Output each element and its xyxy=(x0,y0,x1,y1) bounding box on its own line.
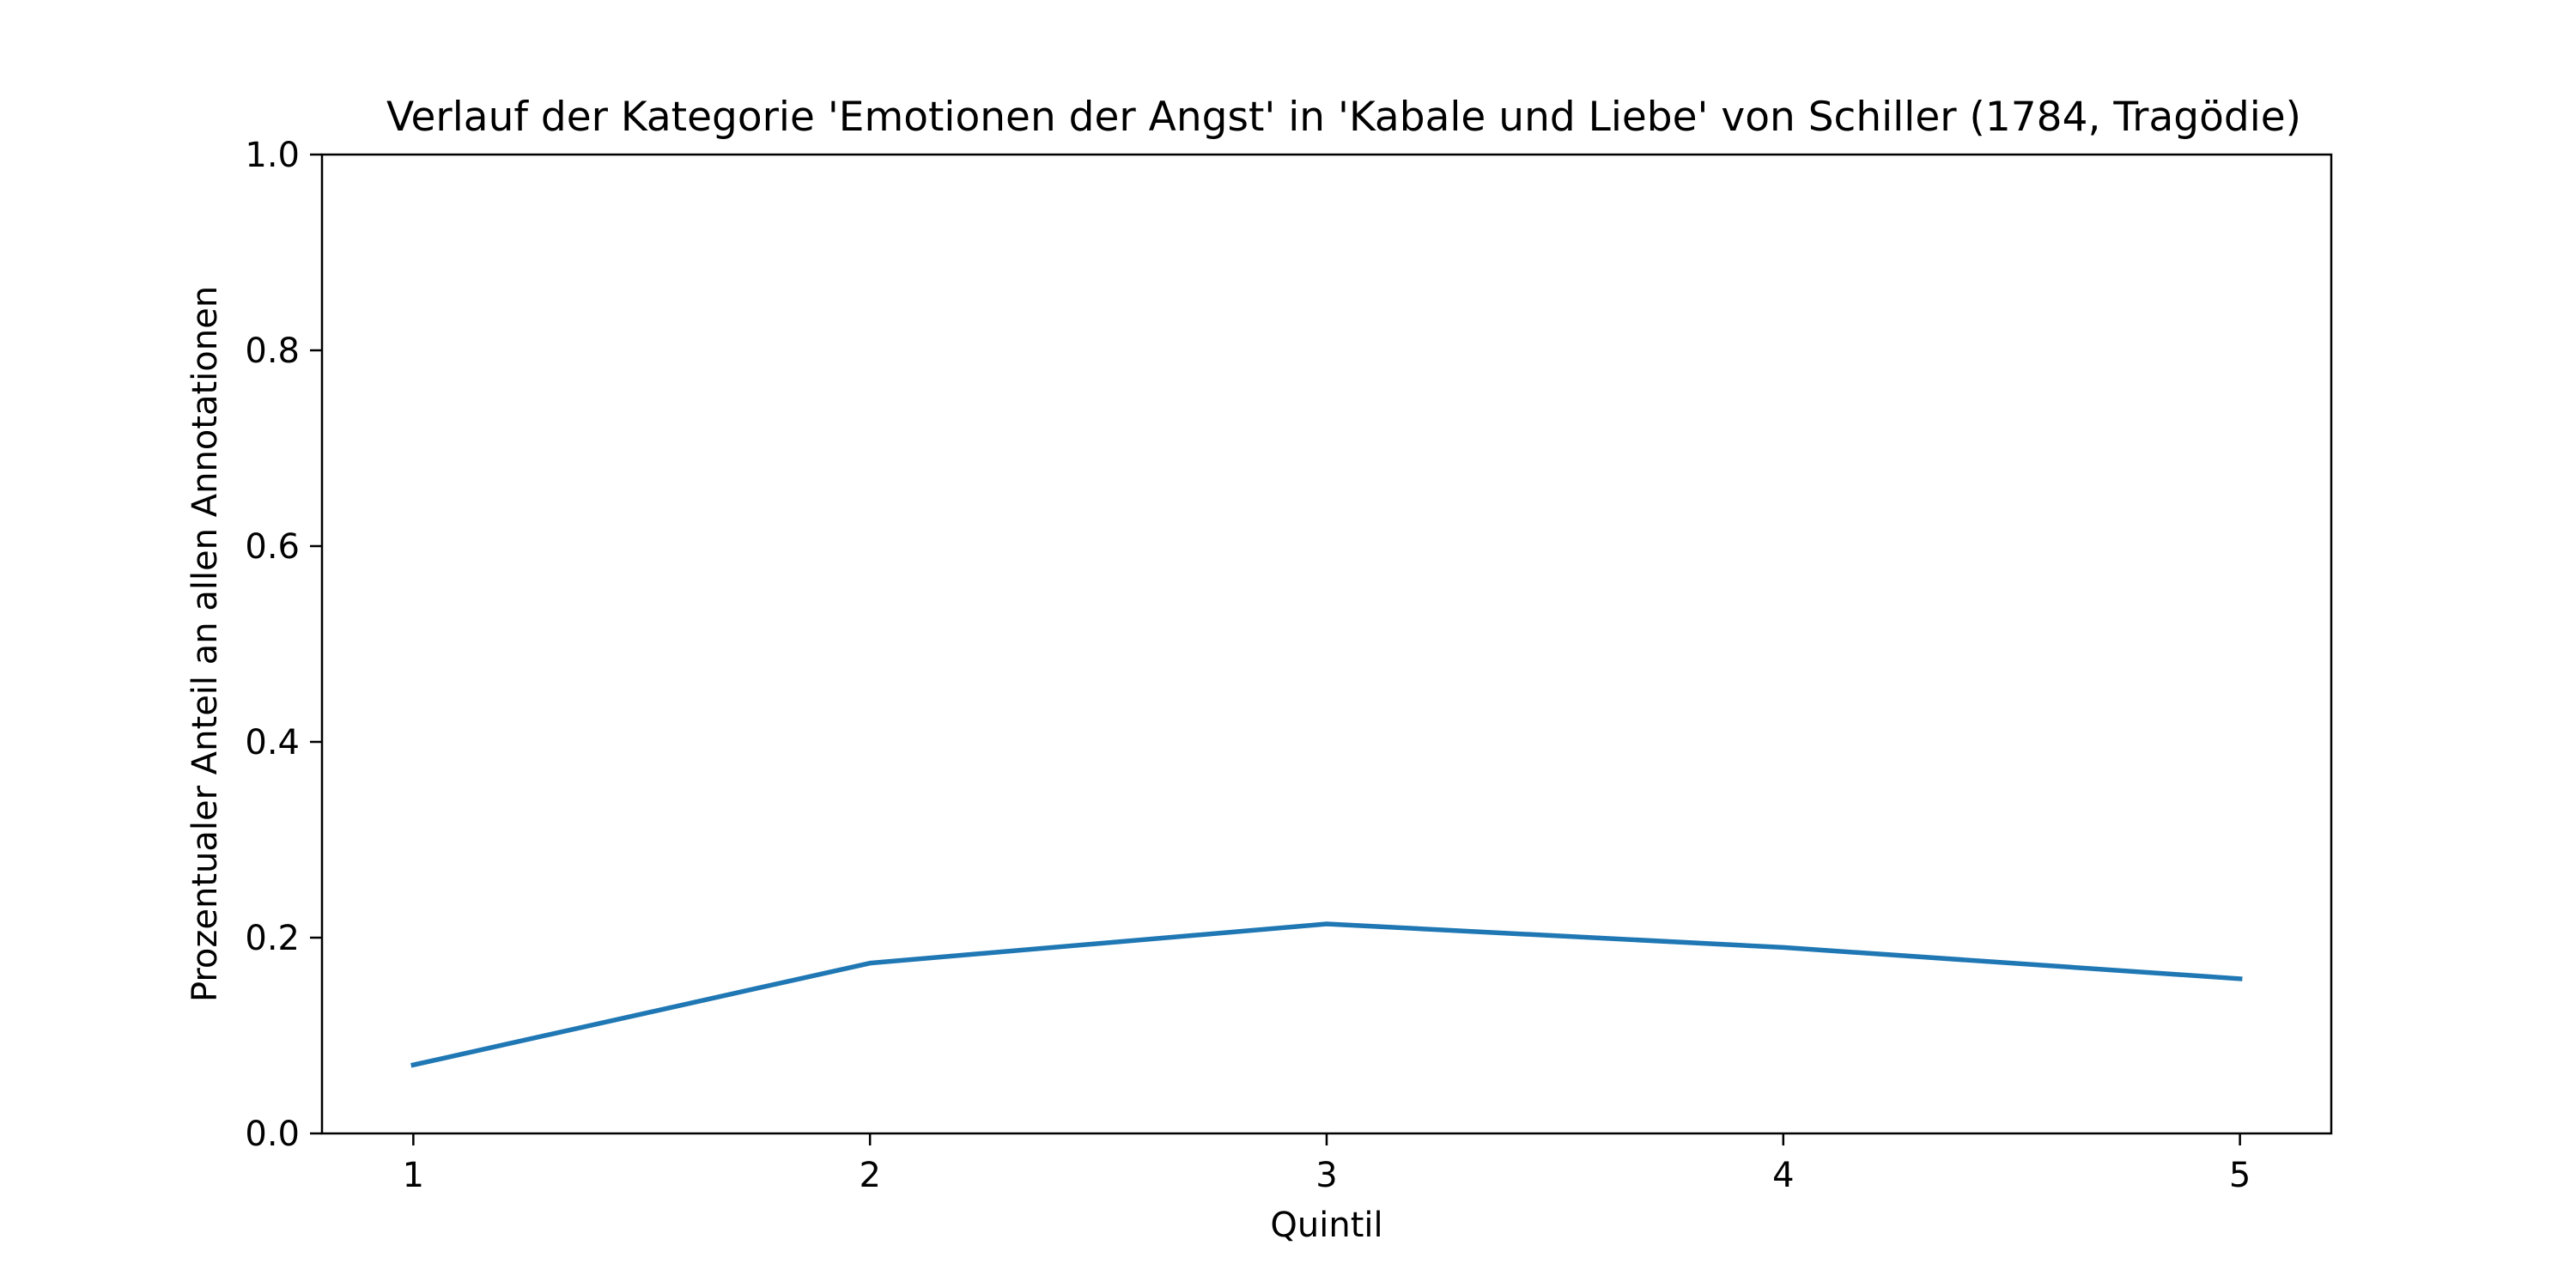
y-axis-ticks: 0.0 0.2 0.4 0.6 0.8 1.0 xyxy=(245,136,322,1154)
series-layer xyxy=(410,921,2243,1068)
y-tick-label: 1.0 xyxy=(245,136,300,175)
y-tick-label: 0.8 xyxy=(245,331,300,371)
x-tick-label: 5 xyxy=(2229,1156,2251,1195)
plot-area-frame xyxy=(320,153,2333,1135)
y-tick-label: 0.4 xyxy=(245,723,300,762)
y-tick-label: 0.2 xyxy=(245,919,300,958)
y-axis-label: Prozentualer Anteil an allen Annotatione… xyxy=(185,286,225,1002)
x-axis-ticks: 1 2 3 4 5 xyxy=(403,1133,2251,1195)
chart-title: Verlauf der Kategorie 'Emotionen der Ang… xyxy=(386,94,2301,141)
x-tick-label: 4 xyxy=(1772,1156,1794,1195)
x-axis-label: Quintil xyxy=(1270,1206,1382,1245)
x-tick-label: 2 xyxy=(859,1156,880,1195)
y-tick-label: 0.0 xyxy=(245,1115,300,1154)
x-tick-label: 3 xyxy=(1315,1156,1337,1195)
y-tick-label: 0.6 xyxy=(245,527,300,567)
x-tick-label: 1 xyxy=(403,1156,424,1195)
